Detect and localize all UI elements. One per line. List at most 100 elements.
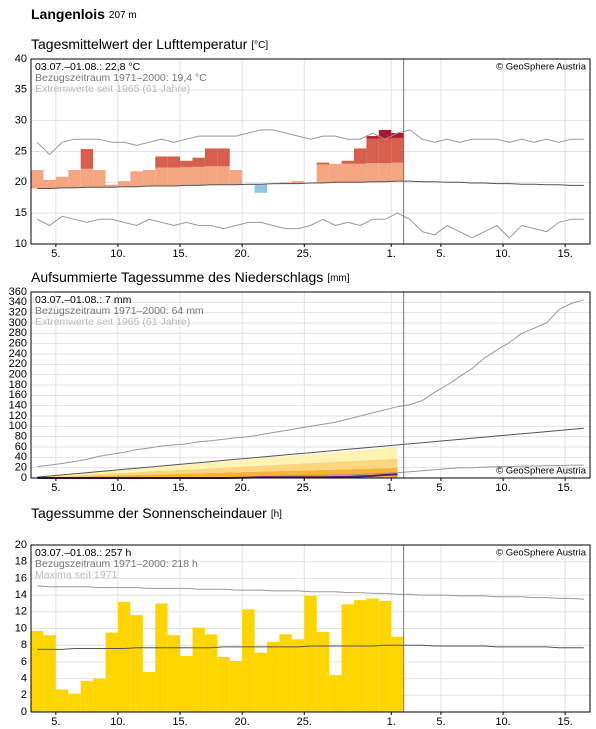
- y-tick-label: 30: [15, 115, 27, 127]
- y-tick-label: 360: [9, 286, 27, 298]
- series-line: [37, 180, 584, 189]
- anomaly-bar: [229, 170, 243, 185]
- anomaly-bar: [105, 184, 118, 188]
- anomaly-bar: [80, 168, 94, 188]
- panel-title-text: Tagesmittelwert der Lufttemperatur: [31, 36, 248, 52]
- info-line: Extremwerte seit 1965 (61 Jahre): [35, 83, 190, 95]
- y-tick-label: 12: [15, 606, 27, 618]
- y-tick-label: 180: [9, 379, 27, 391]
- y-tick-label: 10: [15, 238, 27, 250]
- page-title: Langenlois 207 m: [31, 6, 137, 22]
- y-tick-label: 20: [15, 176, 27, 188]
- x-tick-label: 10.: [495, 248, 510, 260]
- y-tick-label: 260: [9, 338, 27, 350]
- anomaly-bar: [55, 176, 69, 188]
- x-tick-label: 10.: [495, 482, 510, 494]
- y-tick-label: 25: [15, 145, 27, 157]
- x-tick-label: 25.: [297, 716, 312, 728]
- bar: [242, 609, 255, 712]
- x-tick-label: 5.: [51, 716, 60, 728]
- x-tick-label: 10.: [110, 248, 125, 260]
- anomaly-bar: [341, 163, 354, 183]
- y-tick-label: 6: [21, 656, 27, 668]
- anomaly-bar: [366, 163, 379, 182]
- anomaly-bar: [155, 156, 168, 168]
- x-tick-label: 5.: [436, 716, 445, 728]
- bar: [31, 631, 44, 712]
- plot-border: [30, 291, 591, 479]
- copyright: © GeoSphere Austria: [496, 466, 587, 477]
- panel-title-text: Aufsummierte Tagessumme des Niederschlag…: [31, 269, 323, 285]
- panel-title: Aufsummierte Tagessumme des Niederschlag…: [31, 269, 350, 285]
- x-tick-label: 5.: [51, 482, 60, 494]
- anomaly-bar: [254, 184, 268, 193]
- anomaly-bar: [192, 166, 205, 186]
- bar: [155, 603, 168, 712]
- copyright: © GeoSphere Austria: [496, 548, 587, 559]
- series-line: [37, 644, 584, 650]
- y-tick-label: 300: [9, 317, 27, 329]
- info-line: 03.07.–01.08.: 7 mm: [35, 294, 132, 306]
- bar: [80, 681, 94, 712]
- y-tick-label: 100: [9, 420, 27, 432]
- bar: [43, 635, 56, 712]
- x-tick-label: 20.: [235, 716, 250, 728]
- bar: [366, 598, 379, 712]
- x-tick-label: 10.: [495, 716, 510, 728]
- x-tick-label: 15.: [558, 716, 573, 728]
- precip-band: [37, 458, 398, 478]
- y-tick-label: 20: [15, 539, 27, 551]
- bar: [167, 635, 181, 712]
- bar: [105, 632, 118, 712]
- y-tick-label: 15: [15, 207, 27, 219]
- anomaly-bar: [167, 156, 181, 168]
- x-tick-label: 25.: [297, 482, 312, 494]
- bar: [204, 634, 218, 712]
- anomaly-bar: [68, 170, 81, 188]
- anomaly-bar: [341, 160, 354, 164]
- bar: [391, 636, 404, 712]
- x-tick-label: 20.: [235, 248, 250, 260]
- x-tick-label: 10.: [110, 716, 125, 728]
- anomaly-bar: [180, 166, 193, 186]
- anomaly-bar: [117, 181, 131, 187]
- y-tick-label: 4: [21, 673, 27, 685]
- anomaly-bar: [329, 163, 342, 183]
- panel-title: Tagessumme der Sonnenscheindauer [h]: [31, 505, 282, 521]
- anomaly-bar: [192, 157, 205, 167]
- y-tick-label: 160: [9, 389, 27, 401]
- x-tick-label: 15.: [558, 482, 573, 494]
- info-line: Extremwerte seit 1965 (61 Jahre): [35, 316, 190, 328]
- bar: [130, 615, 143, 712]
- copyright: © GeoSphere Austria: [496, 62, 587, 73]
- bar: [217, 656, 230, 712]
- bar: [68, 693, 81, 712]
- plot-border: [30, 58, 591, 245]
- bar: [378, 600, 392, 712]
- y-tick-label: 2: [21, 689, 27, 701]
- anomaly-bar: [366, 138, 379, 164]
- anomaly-bar: [80, 149, 94, 169]
- series-line: [36, 129, 584, 156]
- anomaly-bar: [378, 129, 392, 139]
- x-tick-label: 1.: [387, 482, 396, 494]
- x-tick-label: 15.: [172, 482, 187, 494]
- anomaly-bar: [366, 136, 379, 139]
- y-tick-label: 240: [9, 348, 27, 360]
- panel-title: Tagesmittelwert der Lufttemperatur [°C]: [31, 36, 268, 52]
- anomaly-bar: [217, 166, 230, 185]
- y-tick-label: 320: [9, 307, 27, 319]
- x-tick-label: 15.: [172, 716, 187, 728]
- anomaly-bar: [291, 181, 305, 184]
- y-tick-label: 35: [15, 84, 27, 96]
- anomaly-bar: [217, 148, 230, 167]
- y-tick-label: 0: [21, 706, 27, 718]
- panel-unit: [h]: [271, 509, 282, 520]
- anomaly-bar: [130, 171, 143, 187]
- anomaly-bar: [167, 167, 181, 187]
- anomaly-bar: [204, 166, 218, 185]
- y-tick-label: 10: [15, 622, 27, 634]
- bar: [142, 671, 156, 712]
- anomaly-bar: [391, 162, 404, 182]
- precip-band: [37, 447, 398, 478]
